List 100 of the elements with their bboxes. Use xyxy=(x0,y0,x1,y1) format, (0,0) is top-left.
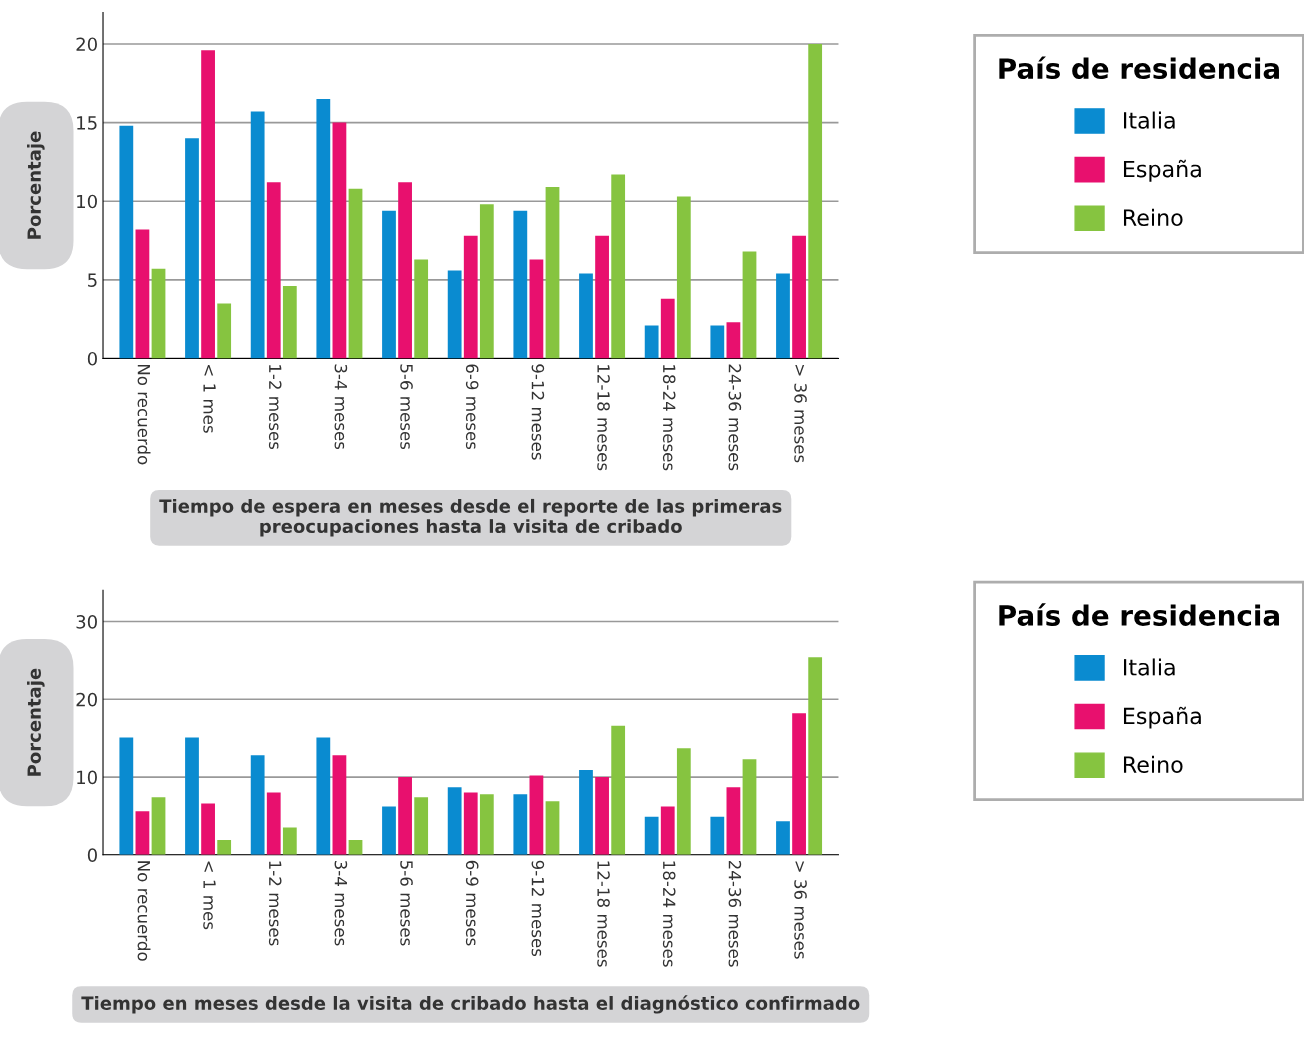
bar xyxy=(513,210,528,359)
y-tick-label: 10 xyxy=(77,194,97,209)
bar xyxy=(316,737,331,855)
bar xyxy=(479,204,494,359)
bar xyxy=(644,325,659,359)
bar xyxy=(332,755,347,855)
bar xyxy=(776,273,790,359)
bar xyxy=(579,273,593,359)
bar xyxy=(201,803,215,855)
bar xyxy=(676,196,691,359)
bar xyxy=(316,99,331,359)
bar xyxy=(282,827,297,855)
legend-label: España xyxy=(1123,706,1201,729)
x-tick-label: 1-2 meses xyxy=(268,365,282,450)
x-tick-label: < 1 mes xyxy=(203,861,216,930)
bar xyxy=(463,235,478,359)
bar xyxy=(710,325,725,359)
bar xyxy=(742,251,757,359)
x-tick-label: 18-24 meses xyxy=(662,365,676,471)
bar xyxy=(742,759,757,855)
y-tick-label: 0 xyxy=(87,848,97,862)
legend-label: Reino xyxy=(1123,755,1183,773)
bar xyxy=(595,777,609,855)
x-tick-label: 5-6 meses xyxy=(400,860,413,946)
x-tick-label: > 36 meses xyxy=(794,365,807,463)
x-tick-label: 12-18 meses xyxy=(597,861,610,967)
bar xyxy=(217,840,232,855)
bar xyxy=(185,737,199,855)
x-tick-label: 3-4 meses xyxy=(334,364,348,450)
x-tick-label: > 36 meses xyxy=(794,861,807,959)
y-tick-label: 10 xyxy=(77,770,97,785)
y-tick-label: 15 xyxy=(77,116,97,130)
x-tick-label: 6-9 meses xyxy=(465,364,479,450)
bar xyxy=(726,787,741,855)
bar xyxy=(382,806,396,855)
bar xyxy=(201,50,215,359)
legend-label: Italia xyxy=(1123,658,1175,676)
bar xyxy=(348,188,363,359)
bar xyxy=(579,770,593,855)
x-axis-title: Tiempo en meses desde la visita de cribado hasta el diagnóstico confirmado xyxy=(81,995,860,1014)
legend-title: País de residencia xyxy=(999,56,1279,80)
x-tick-label: < 1 mes xyxy=(203,365,216,433)
bar xyxy=(676,748,691,855)
bar xyxy=(447,787,462,855)
x-tick-label: 12-18 meses xyxy=(597,365,610,471)
bar xyxy=(250,111,265,359)
bar xyxy=(611,725,626,855)
bar xyxy=(266,792,281,855)
bar xyxy=(398,182,412,359)
bar xyxy=(266,182,281,359)
legend-label: España xyxy=(1123,159,1201,182)
legend-label: Italia xyxy=(1123,111,1175,129)
bar xyxy=(119,125,134,359)
bar xyxy=(595,235,609,359)
y-tick-label: 30 xyxy=(76,614,97,629)
bar xyxy=(151,268,166,359)
x-tick-label: 5-6 meses xyxy=(400,364,413,450)
bar xyxy=(382,210,396,359)
bar xyxy=(151,797,166,855)
y-tick-label: 20 xyxy=(76,692,97,707)
bar xyxy=(414,259,429,359)
x-tick-label: 24-36 meses xyxy=(728,364,742,471)
bar xyxy=(332,122,347,359)
x-tick-label: 1-2 meses xyxy=(268,861,282,946)
bar xyxy=(217,303,232,359)
bar xyxy=(119,737,134,855)
bar xyxy=(808,43,823,359)
x-tick-label: 6-9 meses xyxy=(465,860,479,946)
y-axis-title: Porcentaje xyxy=(27,131,45,239)
bar xyxy=(611,174,626,359)
y-tick-label: 20 xyxy=(76,37,97,52)
bar xyxy=(513,794,528,855)
bar xyxy=(398,777,412,855)
y-tick-label: 0 xyxy=(87,351,97,366)
bar xyxy=(282,286,297,359)
legend-title: País de residencia xyxy=(999,603,1279,626)
bar xyxy=(660,806,675,855)
bar xyxy=(185,138,199,359)
legend-label: Reino xyxy=(1123,208,1183,227)
x-tick-label: No recuerdo xyxy=(137,364,151,465)
bar xyxy=(447,270,462,359)
x-tick-label: 3-4 meses xyxy=(334,860,348,946)
x-tick-label: 24-36 meses xyxy=(728,860,742,967)
bar xyxy=(808,657,823,855)
y-tick-label: 5 xyxy=(88,273,97,287)
bar xyxy=(529,775,544,855)
bar xyxy=(414,797,429,855)
x-tick-label: 9-12 meses xyxy=(531,364,545,460)
bar xyxy=(776,821,790,855)
bar xyxy=(726,322,741,359)
x-tick-label: No recuerdo xyxy=(137,861,151,961)
bar xyxy=(135,811,150,855)
bar xyxy=(479,794,494,855)
y-axis-title: Porcentaje xyxy=(27,668,45,776)
x-axis-title: Tiempo de espera en meses desde el reporte de las primeras preocupaciones hasta la visita de cribado xyxy=(159,498,782,537)
bar xyxy=(545,801,560,855)
bar xyxy=(644,816,659,855)
bar xyxy=(529,259,544,359)
bar xyxy=(135,229,150,359)
x-tick-label: 9-12 meses xyxy=(531,860,545,957)
